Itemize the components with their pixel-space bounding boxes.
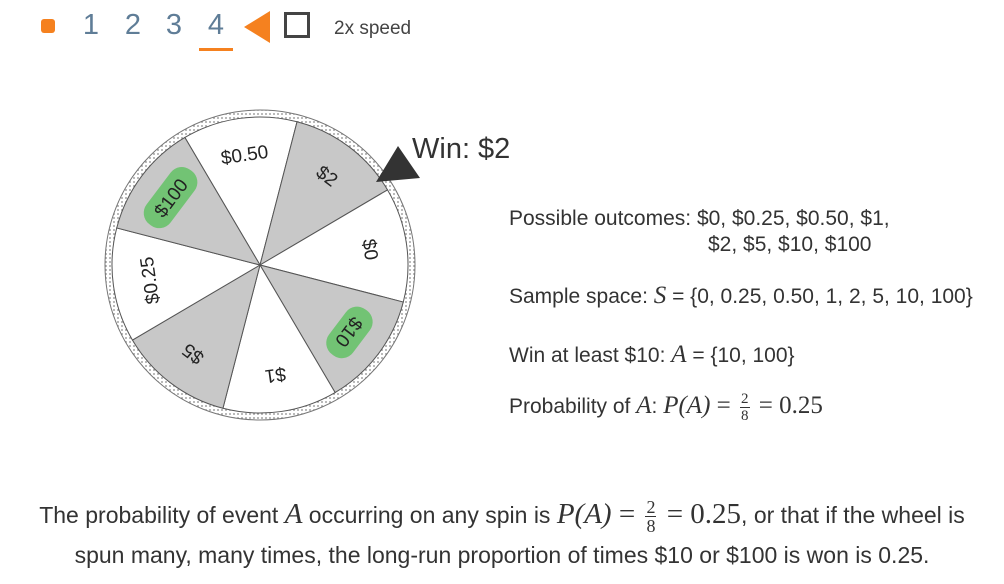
wheel-segment — [259, 121, 389, 267]
summary-part-1: The probability of event — [39, 502, 285, 528]
outcomes-line-1: $0, $0.25, $0.50, $1, — [696, 207, 890, 230]
event-var: A — [671, 341, 687, 368]
sample-label: Sample space: — [509, 285, 654, 308]
wheel-pointer-icon — [376, 146, 420, 182]
back-arrow-icon[interactable] — [244, 11, 270, 43]
summary-denominator: 8 — [646, 516, 656, 537]
step-4-button[interactable]: 4 — [207, 9, 225, 41]
summary-eq: = — [611, 498, 643, 530]
sample-value: = {0, 0.25, 0.50, 1, 2, 5, 10, 100} — [666, 285, 973, 308]
prob-eq: = — [710, 392, 737, 420]
event-value: = {10, 100} — [686, 344, 795, 367]
prob-p: P — [663, 392, 679, 420]
summary-p: P — [556, 498, 575, 530]
wheel-segment — [116, 136, 262, 266]
step-1-button[interactable]: 1 — [82, 9, 100, 41]
wheel-segment-label-group: $0 — [358, 238, 382, 262]
prob-label: Probability of — [509, 395, 637, 419]
wheel-segment-label: $0 — [358, 238, 382, 262]
prob-result: = 0.25 — [752, 392, 823, 420]
outcomes-line-2: $2, $5, $10, $100 — [708, 233, 872, 256]
summary-text: The probability of event A occurring on … — [0, 494, 1004, 575]
prize-wheel: $0.50$2$0$10$1$5$0.25$100 — [104, 109, 420, 421]
wheel-segment-label-group: $1 — [263, 363, 287, 387]
outcomes-label: Possible outcomes: — [509, 207, 697, 230]
wheel-segment — [222, 263, 336, 414]
active-step-indicator — [199, 48, 233, 51]
summary-line-2: spun many, many times, the long-run prop… — [74, 542, 930, 569]
wheel-segment — [131, 263, 261, 409]
winning-highlight — [143, 167, 198, 229]
event-label: Win at least $10: — [509, 344, 672, 367]
wheel-segment — [258, 264, 404, 394]
wheel-segment-label: $1 — [263, 363, 287, 387]
summary-line-1: The probability of event A occurring on … — [0, 494, 1004, 535]
possible-outcomes: Possible outcomes: $0, $0.25, $0.50, $1, — [509, 207, 890, 231]
win-result: Win: $2 — [412, 133, 511, 165]
sample-space: Sample space: S = {0, 0.25, 0.50, 1, 2, … — [509, 282, 973, 310]
sample-var: S — [653, 282, 667, 309]
wheel-segment — [184, 116, 298, 267]
summary-result: = 0.25 — [659, 498, 742, 530]
prob-var: A — [636, 392, 652, 420]
summary-numerator: 2 — [645, 497, 657, 518]
step-3-button[interactable]: 3 — [165, 9, 183, 41]
summary-part-3: , or that if the wheel is — [741, 502, 965, 528]
wheel-segment — [258, 189, 409, 303]
playback-controls: 1 2 3 4 2x speed — [0, 0, 1004, 60]
wheel-segment — [111, 227, 262, 341]
prob-a: (A) — [678, 392, 711, 420]
event-definition: Win at least $10: A = {10, 100} — [509, 341, 795, 369]
summary-pa: (A) — [574, 498, 612, 530]
prob-denominator: 8 — [741, 408, 749, 424]
summary-var: A — [284, 498, 303, 530]
speed-checkbox[interactable] — [284, 12, 310, 38]
prob-numerator: 2 — [740, 391, 750, 408]
step-2-button[interactable]: 2 — [124, 9, 142, 41]
summary-part-2: occurring on any spin is — [302, 502, 557, 528]
prob-colon: : — [651, 395, 664, 419]
stop-button[interactable] — [41, 19, 55, 33]
winning-highlight — [326, 306, 373, 359]
speed-label: 2x speed — [334, 18, 412, 39]
